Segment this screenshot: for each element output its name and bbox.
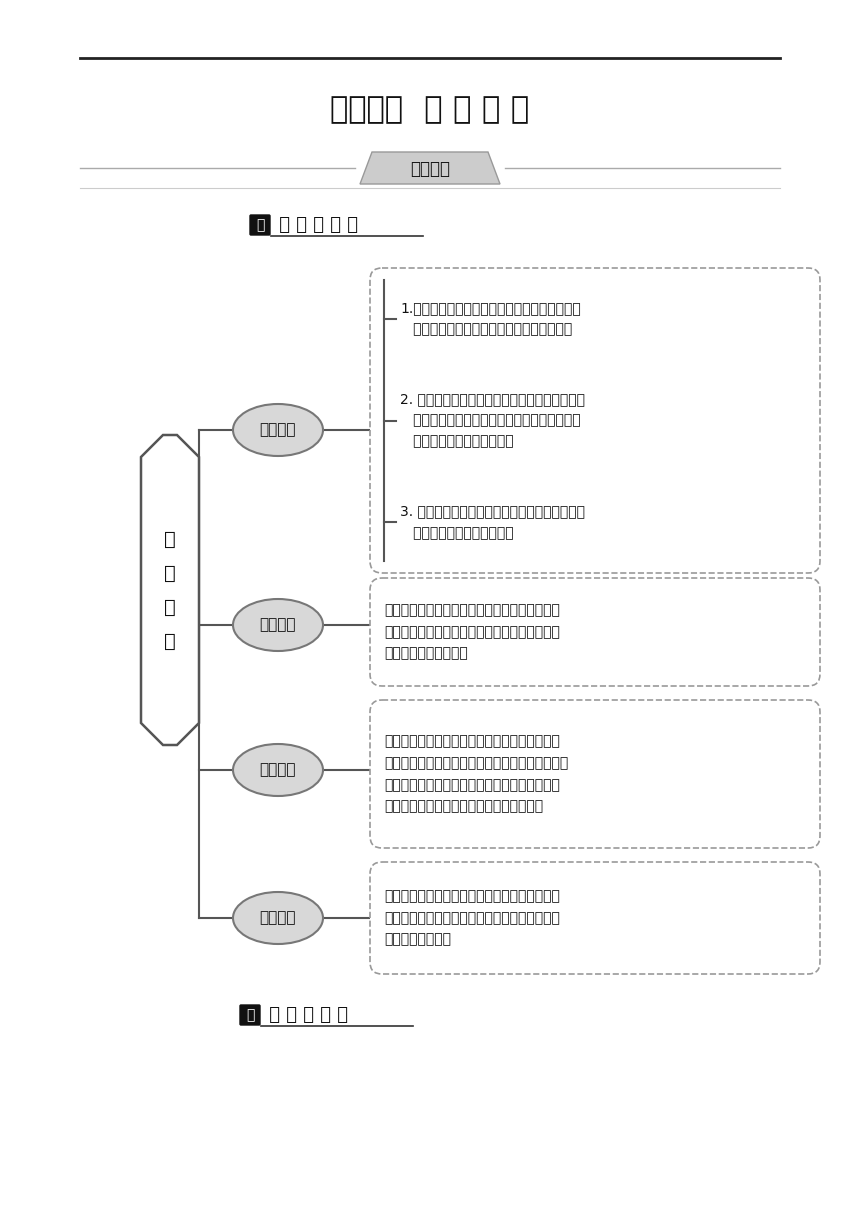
Text: 数学思考: 数学思考: [260, 618, 296, 632]
Text: 通过观察、探索、概括、分析和比较等方法，进
一步提高学生已有的经验，培养数形结合的思想。
借助具体情境，理解运算定律的实用性，掌握简
算方法，能根据题目要求灵活: 通过观察、探索、概括、分析和比较等方法，进 一步提高学生已有的经验，培养数形结合…: [384, 734, 568, 814]
Text: 3. 能根据乘法的关系引申到除法的简便运算，培
   养学生的探索和实践能力。: 3. 能根据乘法的关系引申到除法的简便运算，培 养学生的探索和实践能力。: [400, 505, 585, 540]
Text: 单元导语: 单元导语: [410, 161, 450, 178]
FancyBboxPatch shape: [250, 215, 270, 235]
Text: 问题解决: 问题解决: [260, 762, 296, 777]
Text: 第三单元  运 算 定 律: 第三单元 运 算 定 律: [330, 96, 530, 124]
Polygon shape: [360, 152, 500, 184]
Text: 运
算
定
律: 运 算 定 律: [164, 529, 176, 651]
Text: 2. 掌握乘法交换律、结合律和分配律，能把乘法
   的运算定律综合应用。能根据题目要求灵活地
   解决问题，培养分析能力。: 2. 掌握乘法交换律、结合律和分配律，能把乘法 的运算定律综合应用。能根据题目要…: [400, 393, 585, 449]
FancyBboxPatch shape: [370, 862, 820, 974]
Text: 元 知 识 结 构: 元 知 识 结 构: [263, 1006, 348, 1024]
Text: 情感态度: 情感态度: [260, 911, 296, 925]
FancyBboxPatch shape: [370, 578, 820, 686]
Ellipse shape: [233, 404, 323, 456]
Text: 元 目 标 导 图: 元 目 标 导 图: [273, 216, 358, 233]
Text: 单: 单: [255, 218, 264, 232]
FancyBboxPatch shape: [240, 1004, 260, 1025]
Text: 单: 单: [246, 1008, 255, 1021]
FancyBboxPatch shape: [370, 700, 820, 848]
Polygon shape: [141, 435, 199, 745]
Text: 知识技能: 知识技能: [260, 422, 296, 438]
Text: 1.掌握加法交换律和加法结合律，并进行综合应
   用。并能根据加法的运算定律推广到减法。: 1.掌握加法交换律和加法结合律，并进行综合应 用。并能根据加法的运算定律推广到减…: [400, 302, 580, 337]
Ellipse shape: [233, 893, 323, 944]
Ellipse shape: [233, 599, 323, 651]
FancyBboxPatch shape: [370, 268, 820, 573]
Text: 在解决问题的过程中，积累将现实问题数学化的
经验，感受数学知识的实用性，发展抽象思维能
力和解决问题的能力。: 在解决问题的过程中，积累将现实问题数学化的 经验，感受数学知识的实用性，发展抽象…: [384, 603, 560, 660]
Ellipse shape: [233, 744, 323, 796]
Text: 沟通和感受数学知识之间的内在联系，激发学生
的学习兴趣，培养探究意识和概括分析能力以及
热爱数学的情感。: 沟通和感受数学知识之间的内在联系，激发学生 的学习兴趣，培养探究意识和概括分析能…: [384, 889, 560, 947]
